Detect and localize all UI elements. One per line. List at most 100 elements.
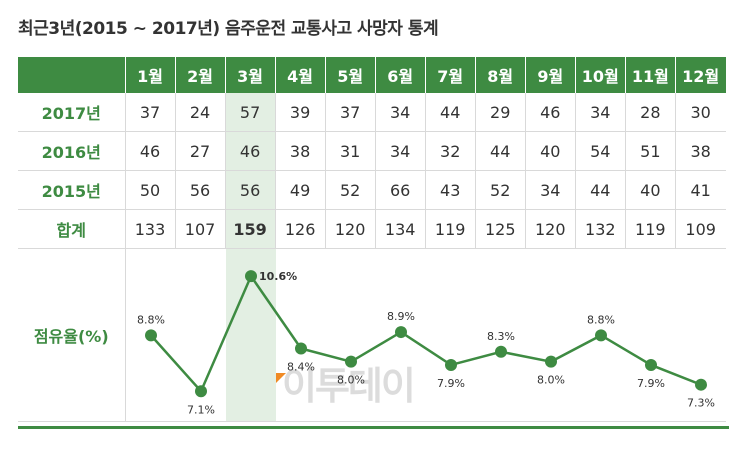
share-chart-cell: 이투데이 8.8% 7.1% 10.6% 8.4% 8.0% 8.9% 7.9% 8.3% 8.0… <box>124 248 726 422</box>
table-cell: 159 <box>224 209 276 249</box>
data-point <box>144 329 157 342</box>
table-cell: 31 <box>324 131 376 171</box>
table-cell: 39 <box>274 93 326 132</box>
table-cell: 133 <box>124 209 176 249</box>
table-cell: 34 <box>374 131 426 171</box>
table-cell: 29 <box>474 93 526 132</box>
table-row: 2017년 37 24 57 39 37 34 44 29 46 34 28 30 <box>18 93 726 132</box>
table-cell: 43 <box>424 170 476 210</box>
table-cell: 37 <box>124 93 176 132</box>
table-cell: 52 <box>324 170 376 210</box>
table-cell: 34 <box>374 93 426 132</box>
table-row: 합계 133 107 159 126 120 134 119 125 120 132 119 109 <box>18 209 726 249</box>
data-point <box>244 270 257 283</box>
column-header-month: 11월 <box>624 57 676 93</box>
table-cell: 46 <box>224 131 276 171</box>
data-point <box>194 385 207 398</box>
table-cell: 56 <box>224 170 276 210</box>
table-cell: 37 <box>324 93 376 132</box>
table-cell: 41 <box>674 170 726 210</box>
data-point <box>494 345 507 358</box>
table-cell: 66 <box>374 170 426 210</box>
table-cell: 30 <box>674 93 726 132</box>
table-cell: 51 <box>624 131 676 171</box>
table-cell: 132 <box>574 209 626 249</box>
column-header-month: 4월 <box>274 57 326 93</box>
data-label: 8.8% <box>587 313 615 326</box>
data-label: 7.3% <box>687 397 715 410</box>
chart-title: 최근3년(2015 ~ 2017년) 음주운전 교통사고 사망자 통계 <box>18 19 439 39</box>
table-cell: 109 <box>674 209 726 249</box>
table-cell: 46 <box>524 93 576 132</box>
column-header-month: 1월 <box>124 57 176 93</box>
data-point <box>594 329 607 342</box>
table-cell: 44 <box>574 170 626 210</box>
data-label: 8.4% <box>287 361 315 374</box>
column-header-month: 7월 <box>424 57 476 93</box>
data-label: 10.6% <box>259 270 297 283</box>
column-header-month: 12월 <box>674 57 726 93</box>
share-label: 점유율(%) <box>18 248 125 422</box>
table-cell: 38 <box>274 131 326 171</box>
data-point <box>444 358 457 371</box>
share-row: 점유율(%) 이투데이 8.8% 7.1% 10.6% 8.4% 8.0% 8.9% 7.9%… <box>18 248 726 422</box>
row-label: 2015년 <box>18 170 125 210</box>
table-cell: 38 <box>674 131 726 171</box>
data-label: 7.9% <box>637 377 665 390</box>
table-cell: 126 <box>274 209 326 249</box>
table-cell: 57 <box>224 93 276 132</box>
data-label: 8.8% <box>137 313 165 326</box>
table-cell: 44 <box>424 93 476 132</box>
table-cell: 28 <box>624 93 676 132</box>
table-cell: 27 <box>174 131 226 171</box>
column-header-month: 3월 <box>224 57 276 93</box>
table-cell: 54 <box>574 131 626 171</box>
column-header-month: 5월 <box>324 57 376 93</box>
table-cell: 125 <box>474 209 526 249</box>
table-cell: 120 <box>324 209 376 249</box>
table-cell: 119 <box>624 209 676 249</box>
row-label: 2016년 <box>18 131 125 171</box>
header-row: 1월 2월 3월 4월 5월 6월 7월 8월 9월 10월 11월 12월 <box>18 57 726 93</box>
table-cell: 32 <box>424 131 476 171</box>
table-cell: 24 <box>174 93 226 132</box>
table-cell: 56 <box>174 170 226 210</box>
statistics-table: 1월 2월 3월 4월 5월 6월 7월 8월 9월 10월 11월 12월 2017년 37 24 57 3… <box>18 57 726 422</box>
data-point <box>694 378 707 391</box>
column-header-month: 9월 <box>524 57 576 93</box>
table-cell: 107 <box>174 209 226 249</box>
table-cell: 44 <box>474 131 526 171</box>
data-point <box>544 355 557 368</box>
table-cell: 120 <box>524 209 576 249</box>
bottom-rule <box>18 426 729 429</box>
data-point <box>294 342 307 355</box>
row-label: 2017년 <box>18 93 125 132</box>
data-point <box>344 355 357 368</box>
share-series-line <box>149 273 701 394</box>
column-header-month: 2월 <box>174 57 226 93</box>
watermark-text: 이투데이 <box>282 364 414 408</box>
table-cell: 49 <box>274 170 326 210</box>
data-label: 8.0% <box>337 374 365 387</box>
data-label: 7.1% <box>187 403 215 416</box>
table-cell: 40 <box>524 131 576 171</box>
table-row: 2016년 46 27 46 38 31 34 32 44 40 54 51 38 <box>18 131 726 171</box>
table-cell: 40 <box>624 170 676 210</box>
table-cell: 119 <box>424 209 476 249</box>
data-label: 8.9% <box>387 310 415 323</box>
header-corner <box>18 57 125 93</box>
data-label: 8.0% <box>537 374 565 387</box>
column-header-month: 10월 <box>574 57 626 93</box>
column-header-month: 8월 <box>474 57 526 93</box>
column-header-month: 6월 <box>374 57 426 93</box>
data-label: 8.3% <box>487 330 515 343</box>
table-cell: 34 <box>524 170 576 210</box>
data-point <box>394 326 407 339</box>
watermark-mark <box>275 373 286 383</box>
row-label: 합계 <box>18 209 125 249</box>
table-cell: 34 <box>574 93 626 132</box>
table-cell: 50 <box>124 170 176 210</box>
data-point <box>644 358 657 371</box>
table-cell: 52 <box>474 170 526 210</box>
table-cell: 46 <box>124 131 176 171</box>
